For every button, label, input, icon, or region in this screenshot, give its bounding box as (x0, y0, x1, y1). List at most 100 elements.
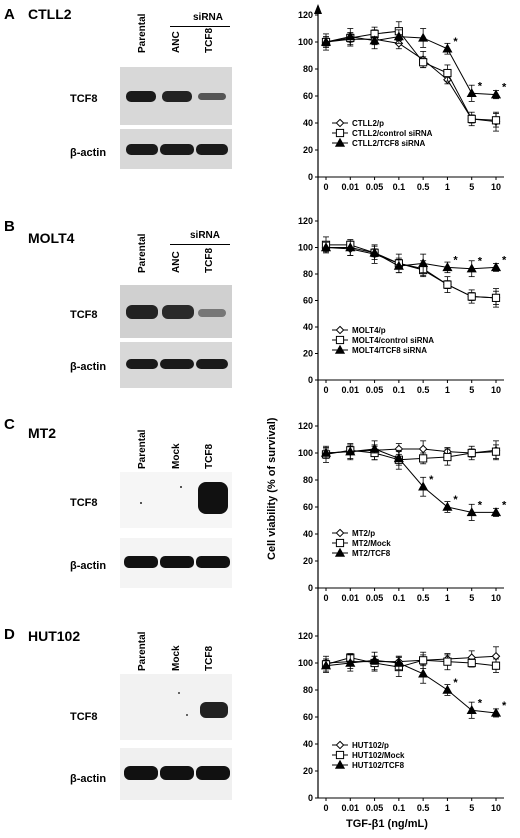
blot-band (196, 144, 228, 155)
data-point (467, 114, 476, 124)
blot-band (160, 766, 194, 780)
significance-asterisk: * (502, 499, 507, 511)
shared-x-axis-title: TGF-β1 (ng/mL) (346, 818, 428, 830)
data-point (490, 707, 502, 717)
legend-marker (335, 528, 345, 538)
data-point (393, 31, 404, 41)
x-tick-label: 1 (445, 593, 450, 603)
blot-band (196, 766, 230, 780)
x-tick-label: 0 (323, 803, 328, 813)
x-tick-label: 5 (469, 803, 474, 813)
data-point (393, 260, 404, 270)
y-tick-label: 0 (308, 583, 313, 593)
blot-label-tcf8-d: TCF8 (70, 711, 98, 723)
significance-asterisk: * (453, 36, 458, 48)
series-line (326, 247, 497, 270)
y-tick-label: 0 (308, 172, 313, 182)
x-tick-label: 10 (491, 803, 501, 813)
data-point (419, 656, 428, 665)
data-point (467, 658, 476, 668)
data-point (393, 453, 404, 463)
data-point (443, 657, 452, 666)
significance-asterisk: * (478, 80, 483, 92)
cell-line-title-c: MT2 (28, 425, 56, 441)
data-point (442, 501, 453, 511)
y-tick-label: 80 (303, 475, 313, 485)
cell-line-title-a: CTLL2 (28, 6, 72, 22)
western-blot-tcf8-b (120, 285, 232, 338)
data-point (320, 660, 332, 670)
series-line (325, 38, 497, 123)
blot-band (124, 556, 158, 568)
y-tick-label: 120 (298, 421, 313, 431)
data-point (442, 262, 453, 272)
x-tick-label: 10 (491, 385, 501, 395)
legend-label: MT2/TCF8 (352, 549, 391, 558)
data-point (442, 43, 453, 53)
x-tick-label: 0.1 (393, 593, 406, 603)
y-tick-label: 40 (303, 529, 313, 539)
series-line (325, 659, 497, 714)
significance-asterisk: * (453, 494, 458, 506)
blot-band (196, 359, 228, 369)
y-tick-label: 20 (303, 556, 313, 566)
data-point (369, 35, 380, 45)
data-point (418, 444, 428, 454)
significance-asterisk: * (429, 474, 434, 486)
data-point (345, 446, 356, 456)
blot-speck (180, 486, 182, 488)
y-tick-label: 20 (303, 145, 313, 155)
x-tick-label: 0 (323, 385, 328, 395)
legend-marker (335, 335, 345, 345)
x-tick-label: 0 (323, 593, 328, 603)
data-point (320, 242, 332, 252)
data-point (443, 68, 452, 78)
series-line (325, 36, 497, 96)
data-point (345, 657, 356, 667)
data-point (490, 89, 502, 99)
legend-label: CTLL2/control siRNA (352, 129, 433, 138)
data-point (490, 507, 502, 517)
legend-marker (335, 538, 345, 548)
legend-marker (335, 750, 345, 760)
cell-line-title-d: HUT102 (28, 628, 81, 644)
blot-band (124, 766, 158, 780)
sirna-group-line-a (170, 26, 230, 27)
blot-label-actin-a: β-actin (70, 147, 107, 159)
data-point (320, 36, 332, 46)
blot-band (126, 91, 156, 102)
sirna-group-label-b: siRNA (190, 230, 221, 241)
x-tick-label: 0.5 (417, 593, 430, 603)
x-tick-label: 5 (469, 182, 474, 192)
y-tick-label: 80 (303, 64, 313, 74)
legend-marker (334, 759, 346, 769)
blot-label-actin-d: β-actin (70, 773, 107, 785)
blot-band (200, 702, 228, 718)
data-point (491, 447, 501, 456)
significance-asterisk: * (478, 499, 483, 511)
legend-label: HUT102/Mock (352, 751, 405, 760)
data-point (491, 293, 501, 302)
y-tick-label: 100 (298, 243, 313, 253)
y-tick-label: 100 (298, 37, 313, 47)
blot-speck (186, 714, 188, 716)
blot-label-tcf8-b: TCF8 (70, 309, 98, 321)
y-tick-label: 20 (303, 766, 313, 776)
legend-label: MT2/Mock (352, 539, 391, 548)
legend-marker (334, 547, 346, 557)
blot-label-tcf8-c: TCF8 (70, 497, 98, 509)
blot-label-actin-b: β-actin (70, 361, 107, 373)
legend-label: HUT102/p (352, 741, 389, 750)
y-tick-label: 40 (303, 118, 313, 128)
data-point (418, 32, 429, 42)
panel-letter-c: C (4, 416, 15, 433)
data-point (418, 668, 429, 678)
y-tick-label: 80 (303, 685, 313, 695)
y-tick-label: 0 (308, 375, 313, 385)
western-blot-actin-a (120, 129, 232, 169)
x-tick-label: 10 (491, 182, 501, 192)
legend-marker (335, 118, 345, 128)
western-blot-actin-b (120, 342, 232, 388)
legend-marker (335, 325, 345, 335)
